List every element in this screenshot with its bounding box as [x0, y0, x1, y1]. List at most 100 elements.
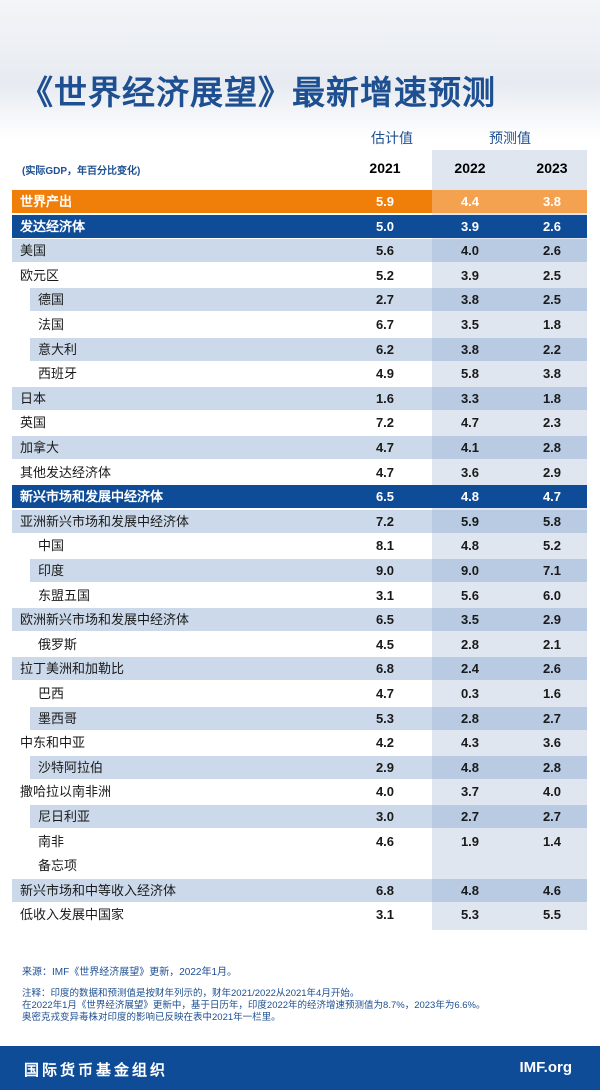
year-header: 2023	[536, 160, 568, 176]
row-value: 2.9	[542, 612, 562, 628]
row-label: 撒哈拉以南非洲	[20, 784, 112, 800]
row-value: 3.6	[460, 464, 480, 480]
row-background	[12, 485, 432, 509]
row-value: 2.3	[542, 415, 562, 431]
row-value: 4.8	[460, 882, 480, 898]
row-value: 3.7	[460, 784, 480, 800]
row-background	[30, 706, 432, 730]
table-row: 日本 1.6 3.3 1.8	[12, 386, 587, 410]
row-value: 4.5	[375, 636, 395, 652]
row-value: 2.7	[542, 710, 562, 726]
row-value: 5.6	[460, 587, 480, 603]
row-value: 2.7	[460, 809, 480, 824]
header-backdrop	[0, 0, 600, 140]
row-value: 4.8	[460, 538, 480, 554]
row-background	[30, 288, 432, 312]
row-value: 2.6	[542, 243, 562, 259]
row-forecast-background	[432, 854, 587, 877]
source: 来源：IMF《世界经济展望》更新，2022年1月。	[22, 967, 238, 978]
row-value: 6.0	[542, 587, 562, 603]
row-value: 6.7	[375, 317, 395, 332]
row-background	[12, 239, 432, 263]
notes: 注释：印度的数据和预测值是按财年列示的，财年2021/2022从2021年4月开…	[22, 988, 486, 1024]
table-row: 中东和中亚 4.2 4.3 3.6	[12, 731, 587, 754]
row-value: 4.7	[542, 489, 562, 505]
row-label: 拉丁美洲和加勒比	[20, 661, 125, 677]
row-value: 2.5	[542, 292, 562, 308]
row-value: 2.2	[542, 341, 562, 357]
row-label: 其他发达经济体	[20, 464, 112, 480]
table-row: 德国 2.7 3.8 2.5	[12, 288, 587, 312]
row-value: 4.7	[375, 440, 395, 455]
row-forecast-background	[432, 608, 587, 632]
table-row: 法国 6.7 3.5 1.8	[12, 313, 587, 336]
row-value: 4.1	[460, 440, 480, 455]
forecast-label: 预测值	[489, 130, 531, 146]
row-forecast-background	[432, 878, 587, 902]
row-background	[30, 337, 432, 361]
year-header: 2021	[369, 160, 401, 176]
row-forecast-background	[432, 755, 587, 779]
row-background	[12, 386, 432, 410]
row-label: 低收入发展中国家	[20, 907, 125, 923]
row-value: 1.8	[542, 390, 562, 406]
row-label: 亚洲新兴市场和发展中经济体	[20, 513, 190, 529]
row-value: 5.3	[460, 907, 480, 923]
row-label: 德国	[38, 292, 65, 308]
row-value: 2.4	[460, 661, 480, 677]
row-background	[12, 878, 432, 902]
row-label: 墨西哥	[38, 710, 78, 726]
table-row: 中国 8.1 4.8 5.2	[12, 534, 587, 557]
row-label: 美国	[20, 243, 47, 259]
org-name: 国际货币基金组织	[24, 1062, 169, 1079]
row-value: 3.9	[460, 267, 480, 283]
row-background	[12, 608, 432, 632]
row-value: 5.9	[460, 513, 480, 529]
table-row: 西班牙 4.9 5.8 3.8	[12, 362, 587, 385]
row-value: 4.6	[542, 882, 562, 898]
table-row: 沙特阿拉伯 2.9 4.8 2.8	[12, 755, 587, 779]
row-label: 新兴市场和发展中经济体	[20, 489, 164, 505]
row-value: 2.8	[460, 710, 480, 726]
row-value: 2.1	[542, 636, 562, 652]
row-forecast-background	[432, 559, 587, 582]
row-forecast-background	[432, 190, 587, 213]
table-row: 备忘项	[12, 854, 587, 877]
row-label: 日本	[20, 390, 47, 406]
row-value: 2.8	[542, 759, 562, 775]
table-row: 意大利 6.2 3.8 2.2	[12, 337, 587, 361]
row-value: 7.2	[375, 415, 395, 431]
row-label: 世界产出	[20, 194, 73, 209]
row-value: 9.0	[375, 563, 395, 578]
row-value: 7.2	[375, 513, 395, 529]
table-row: 发达经济体 5.0 3.9 2.6	[12, 214, 587, 238]
table-row: 美国 5.6 4.0 2.6	[12, 239, 587, 263]
row-value: 2.8	[542, 440, 562, 455]
row-value: 8.1	[375, 538, 395, 554]
table-row: 巴西 4.7 0.3 1.6	[12, 682, 587, 705]
row-value: 4.6	[375, 833, 395, 849]
row-value: 3.1	[375, 907, 395, 923]
row-label: 法国	[38, 317, 65, 332]
table-row: 新兴市场和中等收入经济体 6.8 4.8 4.6	[12, 878, 587, 902]
row-value: 3.8	[460, 292, 480, 308]
row-value: 4.7	[375, 686, 395, 701]
row-forecast-background	[432, 509, 587, 533]
unit-note: (实际GDP，年百分比变化)	[22, 166, 141, 177]
footer-bar: 国际货币基金组织 IMF.org	[0, 1046, 600, 1090]
row-label: 东盟五国	[38, 587, 91, 603]
forecast-column-band	[432, 150, 587, 930]
note-line: 奥密克戎变异毒株对印度的影响已反映在表中2021年一栏里。	[22, 1012, 281, 1023]
row-label: 巴西	[38, 686, 65, 701]
table-row: 新兴市场和发展中经济体 6.5 4.8 4.7	[12, 485, 587, 509]
table-row: 欧洲新兴市场和发展中经济体 6.5 3.5 2.9	[12, 608, 587, 632]
row-value: 4.4	[460, 194, 480, 209]
row-value: 0.3	[460, 686, 480, 701]
row-value: 4.7	[460, 415, 480, 431]
row-value: 3.3	[460, 390, 480, 406]
row-value: 4.7	[375, 464, 395, 480]
row-value: 1.8	[542, 317, 562, 332]
table-row: 南非 4.6 1.9 1.4	[12, 830, 587, 853]
table-row: 拉丁美洲和加勒比 6.8 2.4 2.6	[12, 657, 587, 681]
row-value: 5.2	[542, 538, 562, 554]
